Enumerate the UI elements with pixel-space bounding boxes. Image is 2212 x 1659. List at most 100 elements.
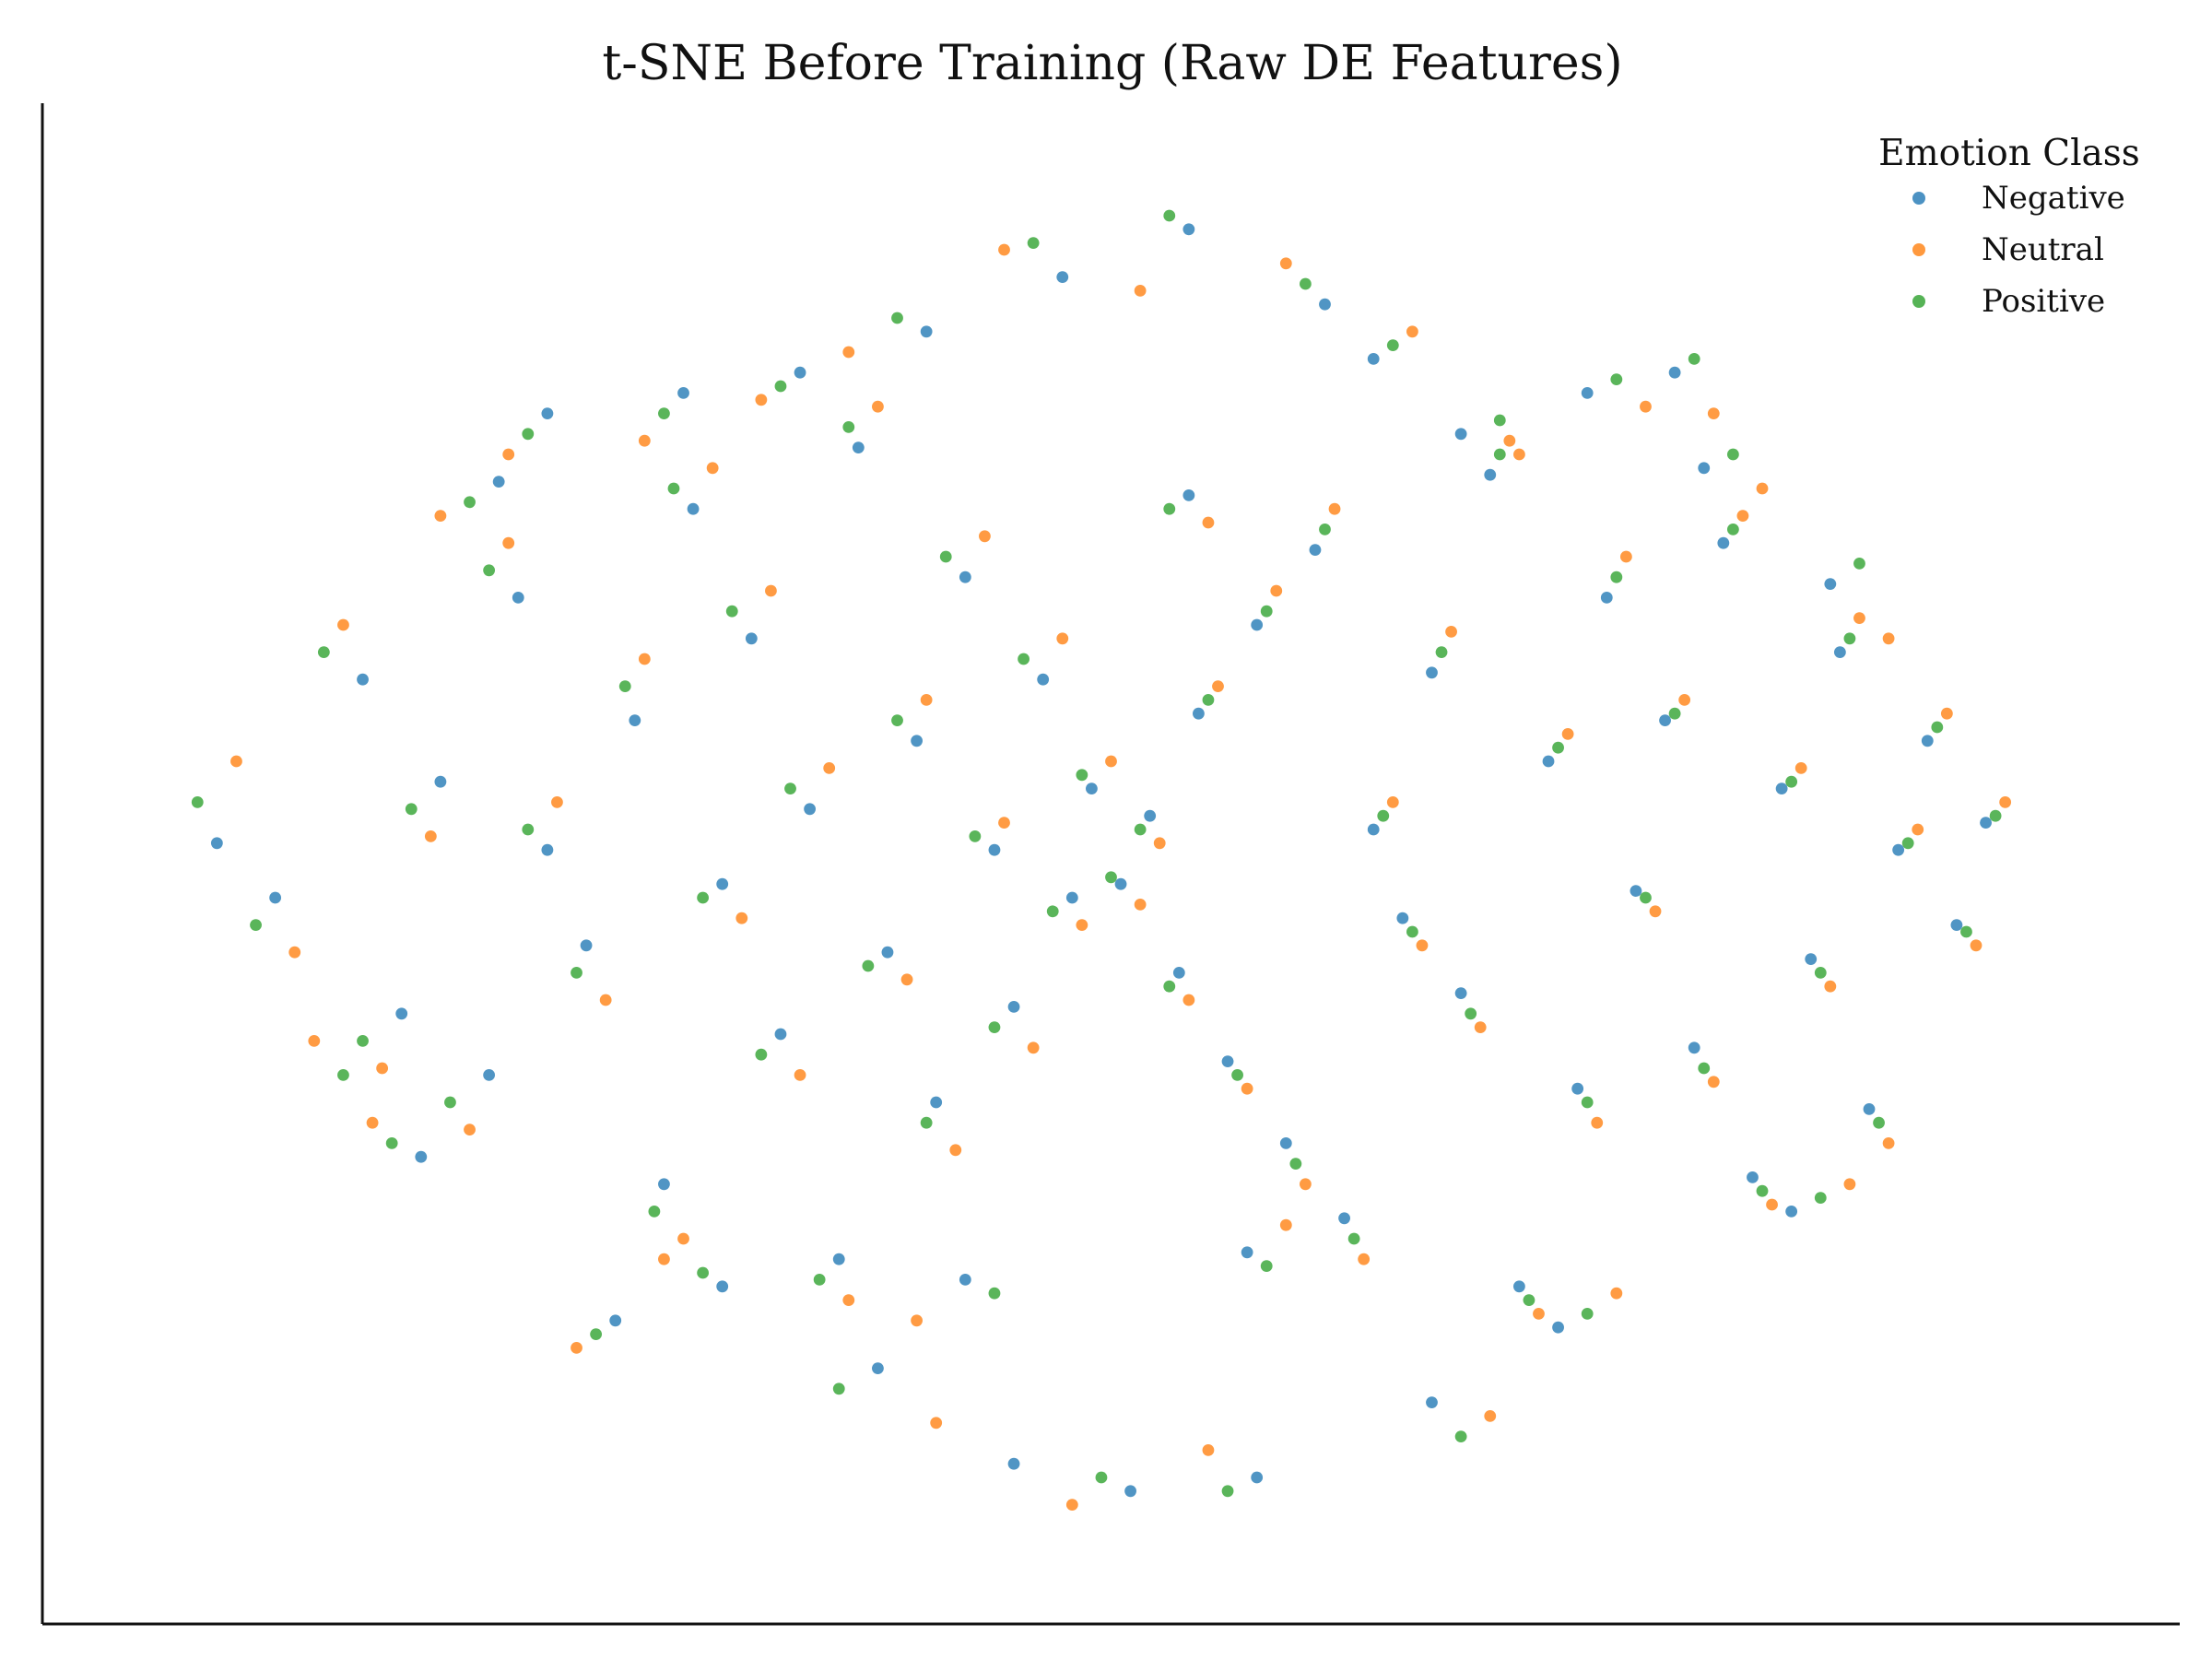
neutral-point <box>551 796 563 808</box>
positive-point <box>697 891 710 904</box>
positive-point <box>1231 1069 1243 1081</box>
negative-point <box>1863 1103 1876 1115</box>
neutral-point <box>1406 325 1418 338</box>
positive-point <box>774 380 787 393</box>
negative-point <box>1279 1137 1292 1149</box>
negative-point <box>1454 428 1467 441</box>
neutral-legend-marker <box>1912 243 1925 256</box>
negative-point <box>852 441 865 453</box>
neutral-point <box>1882 632 1895 645</box>
negative-point <box>1512 1280 1525 1293</box>
neutral-point <box>464 1124 476 1135</box>
negative-point <box>794 366 806 379</box>
negative-point <box>804 803 817 816</box>
negative-point <box>1396 912 1409 924</box>
positive-point <box>1018 653 1030 665</box>
neutral-legend-label: Neutral <box>1982 231 2104 268</box>
positive-point <box>891 312 903 324</box>
neutral-point <box>842 346 855 359</box>
neutral-point <box>1484 1410 1497 1422</box>
neutral-point <box>1134 899 1147 911</box>
negative-point <box>872 1362 884 1374</box>
negative-point <box>609 1314 622 1327</box>
negative-point <box>687 502 700 515</box>
negative-point <box>658 1178 670 1191</box>
positive-point <box>1027 237 1040 249</box>
negative-point <box>1367 353 1380 365</box>
neutral-point <box>1328 502 1341 515</box>
negative-point <box>1086 782 1098 794</box>
positive-point <box>1163 502 1176 515</box>
positive-point <box>862 959 875 972</box>
neutral-point <box>1561 728 1574 740</box>
negative-point <box>1182 489 1195 501</box>
chart-title: t-SNE Before Training (Raw DE Features) <box>602 36 1622 91</box>
negative-point <box>395 1007 408 1020</box>
neutral-point <box>1512 448 1525 461</box>
neutral-point <box>794 1069 806 1081</box>
positive-point <box>1668 707 1681 720</box>
negative-point <box>1065 891 1078 904</box>
positive-point <box>191 796 204 808</box>
negative-point <box>832 1253 845 1265</box>
negative-point <box>959 571 971 583</box>
negative-point <box>930 1096 943 1109</box>
positive-point <box>1347 1232 1360 1245</box>
neutral-point <box>1853 612 1865 624</box>
negative-point <box>483 1069 496 1081</box>
neutral-point <box>308 1035 321 1047</box>
neutral-point <box>1474 1021 1487 1033</box>
neutral-point <box>571 1342 582 1354</box>
negative-point <box>1251 618 1264 631</box>
negative-legend-marker <box>1912 192 1925 205</box>
positive-point <box>1989 809 2002 822</box>
negative-point <box>988 843 1001 856</box>
neutral-point <box>1591 1116 1604 1129</box>
positive-point <box>1260 1260 1273 1272</box>
negative-point <box>1319 298 1331 311</box>
positive-point <box>988 1287 1001 1300</box>
positive-point <box>667 482 680 495</box>
neutral-point <box>1445 626 1457 638</box>
positive-point <box>337 1069 349 1081</box>
negative-point <box>1037 673 1050 686</box>
negative-point <box>1338 1212 1350 1225</box>
negative-point <box>716 877 729 890</box>
neutral-point <box>911 1314 923 1327</box>
positive-point <box>1435 646 1448 658</box>
neutral-point <box>434 510 447 522</box>
positive-point <box>891 714 903 726</box>
positive-point <box>483 564 496 577</box>
neutral-point <box>502 536 515 549</box>
series-negative <box>210 223 1992 1498</box>
legend-item-positive: Positive <box>1912 283 2105 320</box>
positive-point <box>1814 1192 1827 1204</box>
neutral-point <box>658 1253 670 1265</box>
neutral-point <box>288 946 301 959</box>
negative-point <box>1114 877 1127 890</box>
positive-point <box>1581 1308 1594 1320</box>
positive-point <box>1785 775 1798 788</box>
positive-point <box>1756 1184 1769 1197</box>
negative-point <box>959 1274 971 1286</box>
neutral-point <box>1027 1041 1040 1054</box>
negative-point <box>1571 1082 1584 1095</box>
neutral-point <box>979 530 991 543</box>
legend: Emotion Class Negative Neutral Positive <box>1878 133 2140 320</box>
negative-point <box>415 1150 428 1163</box>
neutral-point <box>1707 407 1720 419</box>
positive-point <box>969 830 982 842</box>
negative-point <box>1659 714 1671 726</box>
neutral-point <box>765 584 777 597</box>
neutral-point <box>998 243 1010 256</box>
negative-point <box>1367 823 1380 836</box>
positive-point <box>405 803 418 816</box>
neutral-point <box>1999 796 2012 808</box>
neutral-point <box>920 694 933 706</box>
neutral-point <box>1212 680 1224 692</box>
neutral-point <box>599 994 612 1006</box>
negative-point <box>1980 817 1992 829</box>
positive-point <box>618 680 631 692</box>
negative-point <box>1785 1206 1798 1218</box>
